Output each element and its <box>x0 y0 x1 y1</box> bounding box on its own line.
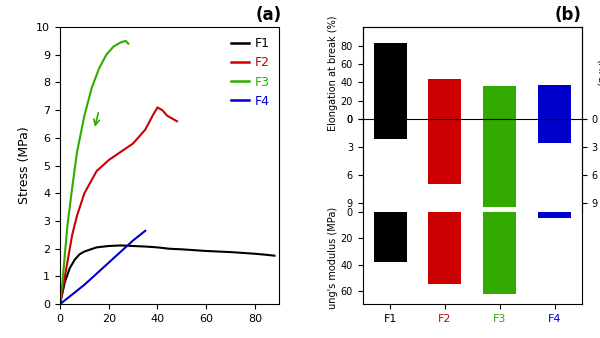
Bar <box>538 85 571 119</box>
Bar <box>374 119 407 139</box>
Text: (b): (b) <box>555 6 582 24</box>
Bar <box>428 79 461 119</box>
Bar <box>428 212 461 284</box>
Bar <box>484 212 516 294</box>
Legend: F1, F2, F3, F4: F1, F2, F3, F4 <box>227 33 273 112</box>
Bar <box>484 86 516 119</box>
Y-axis label: Stress (MPa): Stress (MPa) <box>18 127 31 204</box>
Bar <box>484 119 516 207</box>
Y-axis label: Elongation at break (%): Elongation at break (%) <box>328 16 338 131</box>
Bar <box>374 43 407 119</box>
Bar <box>538 212 571 218</box>
Bar <box>538 119 571 143</box>
Bar <box>374 212 407 262</box>
Text: (a): (a) <box>256 6 282 24</box>
Y-axis label: Tensile strength
(MPa): Tensile strength (MPa) <box>596 34 600 112</box>
Y-axis label: ung's modulus (MPa): ung's modulus (MPa) <box>328 207 338 309</box>
Bar <box>428 119 461 184</box>
